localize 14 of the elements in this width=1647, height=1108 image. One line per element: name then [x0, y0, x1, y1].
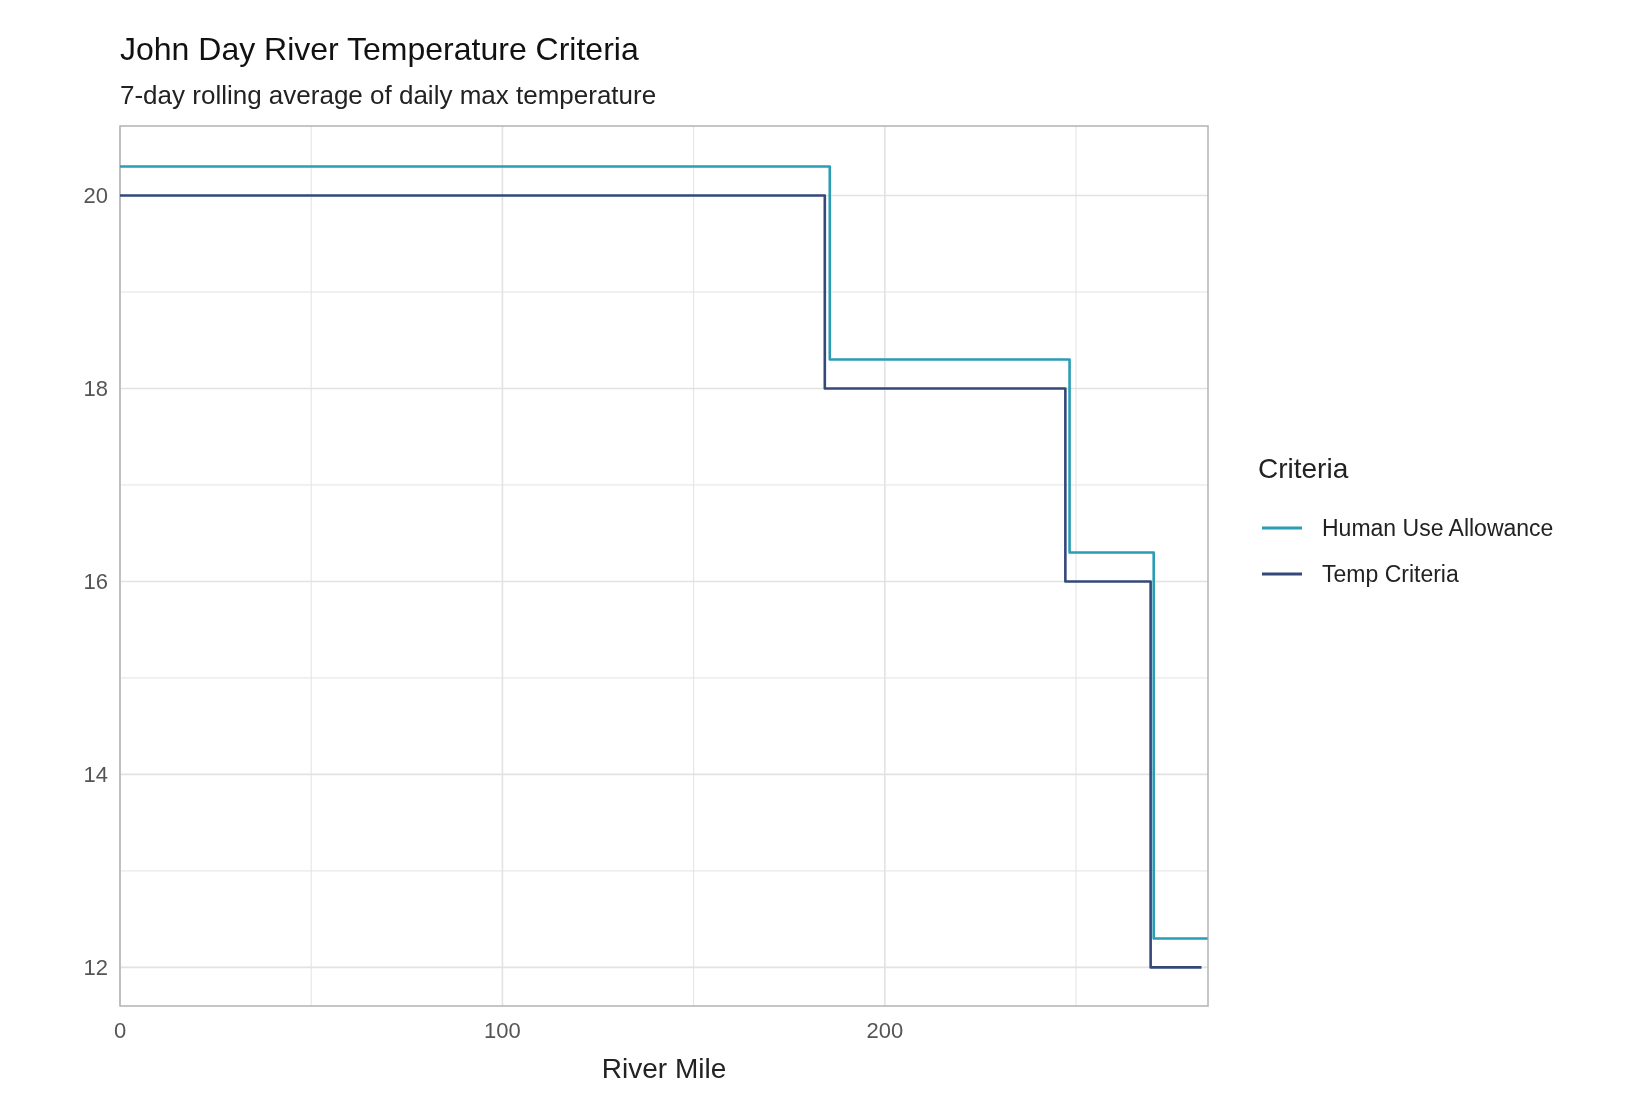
chart-title: John Day River Temperature Criteria — [120, 31, 639, 67]
y-tick-label: 20 — [83, 183, 108, 209]
y-tick-label: 14 — [83, 762, 108, 788]
y-tick-label: 18 — [83, 376, 108, 402]
legend-label: Human Use Allowance — [1322, 515, 1554, 541]
chart-subtitle: 7-day rolling average of daily max temperature — [120, 80, 657, 110]
x-axis-title: River Mile — [601, 1053, 727, 1084]
y-tick-label: 12 — [83, 955, 108, 981]
y-tick-label: 16 — [83, 569, 108, 595]
x-tick-label: 0 — [113, 1018, 127, 1043]
legend-title: Criteria — [1258, 453, 1349, 484]
legend-label: Temp Criteria — [1322, 561, 1459, 587]
x-tick-label: 100 — [484, 1018, 521, 1043]
x-tick-label: 200 — [866, 1018, 904, 1043]
